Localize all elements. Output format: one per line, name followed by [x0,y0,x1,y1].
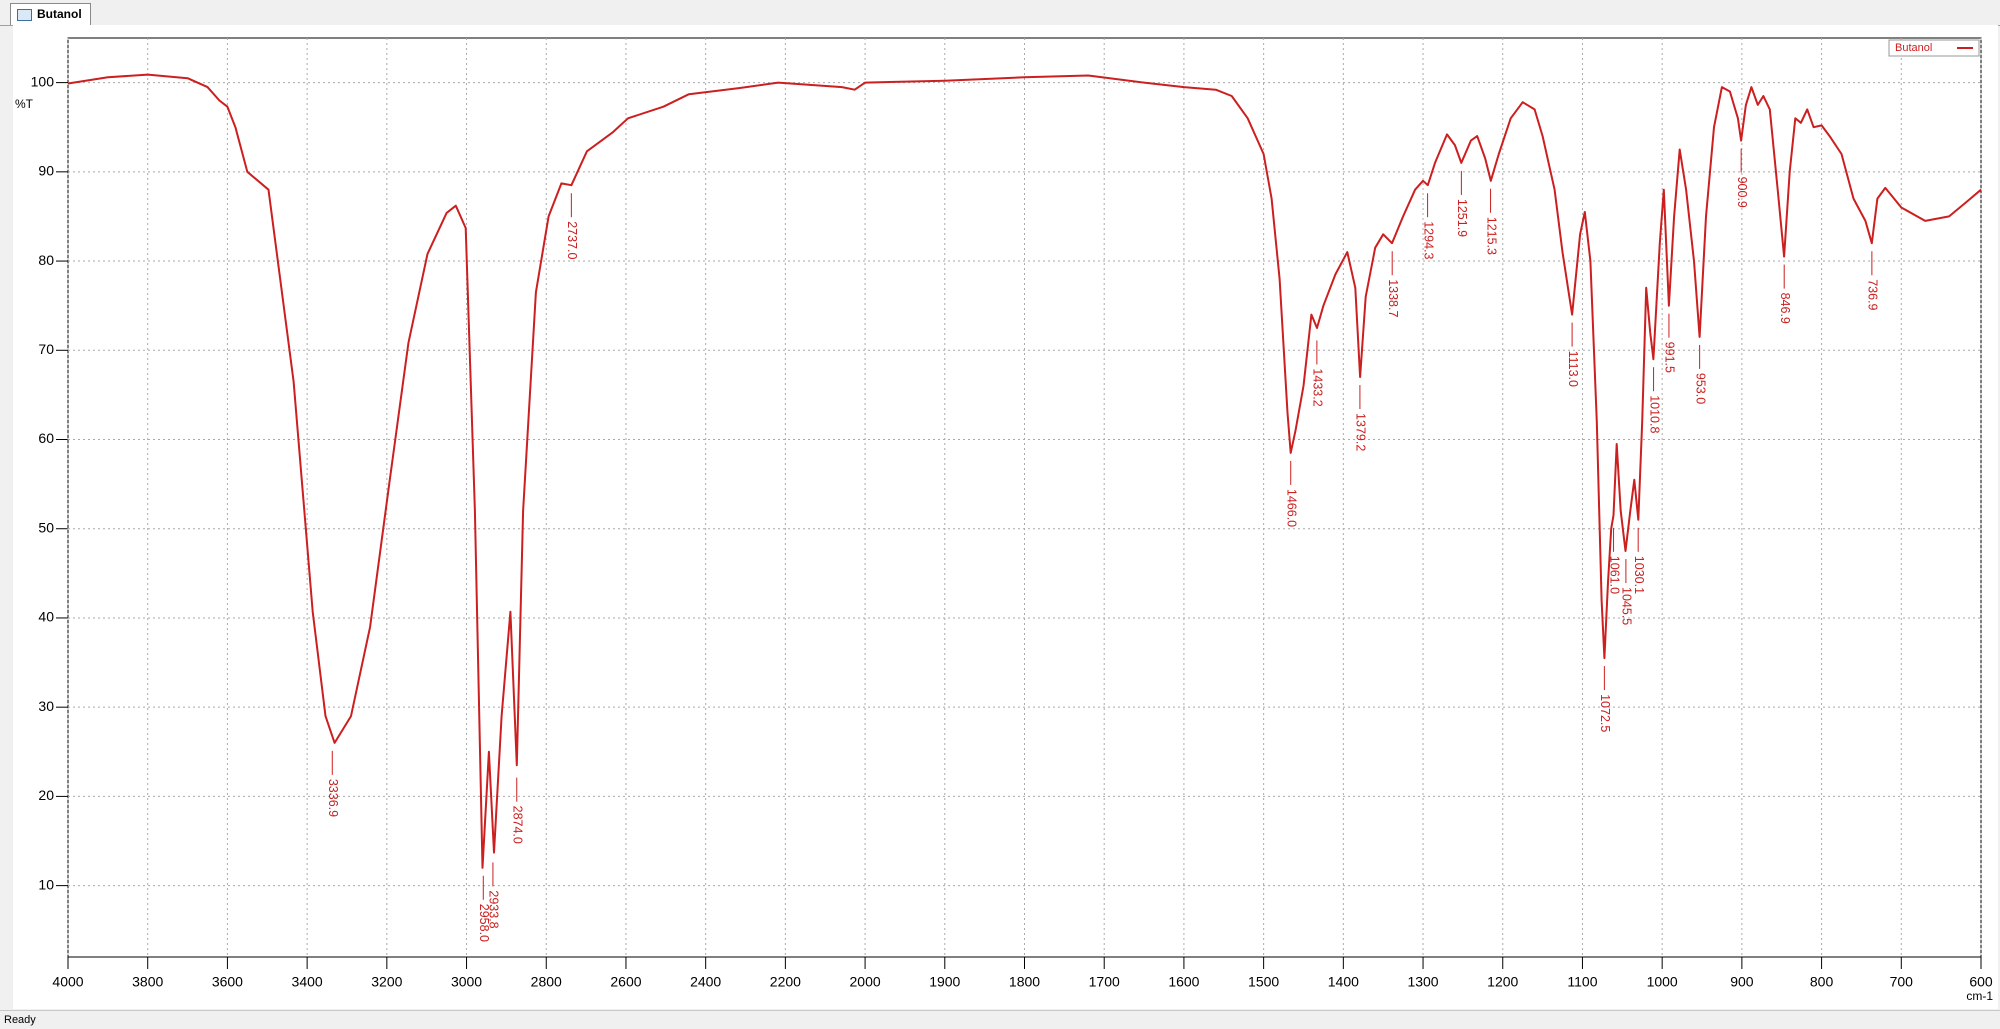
x-tick-label: 2600 [610,974,641,990]
legend-box [1888,39,1980,57]
x-tick-label: 1200 [1487,974,1518,990]
x-axis-label: cm-1 [1966,989,1993,1003]
y-tick-label: 90 [38,163,54,179]
peak-label: 1294.3 [1421,221,1435,259]
y-tick-label: 70 [38,341,54,357]
x-tick-label: 700 [1890,974,1914,990]
legend-label: Butanol [1895,42,1932,54]
peak-label: 1010.8 [1647,395,1661,433]
x-tick-label: 4000 [52,974,83,990]
tab-title: Butanol [37,7,82,21]
peak-label: 1113.0 [1566,351,1580,387]
peak-label: 1061.0 [1607,556,1621,594]
status-text: Ready [4,1014,36,1026]
peak-label: 900.9 [1735,177,1749,208]
y-tick-label: 50 [38,519,54,535]
spectrum-line [67,73,1982,869]
y-axis-label: %T [15,97,34,111]
x-tick-label: 3000 [451,974,482,990]
x-tick-label: 900 [1730,974,1754,990]
peak-label: 2958.0 [477,904,491,942]
x-tick-label: 2800 [531,974,562,990]
y-tick-label: 60 [38,430,54,446]
peak-label: 1215.3 [1484,217,1498,255]
y-tick-label: 100 [31,73,55,89]
peak-label: 1045.5 [1620,587,1634,625]
x-tick-label: 3200 [371,974,402,990]
y-tick-label: 10 [38,876,54,892]
tab-icon [17,9,32,21]
peak-label: 736.9 [1866,279,1880,310]
peak-label: 991.5 [1663,342,1677,373]
status-bar: Ready [0,1010,2000,1028]
x-tick-label: 1300 [1407,974,1438,990]
x-tick-label: 1500 [1248,974,1279,990]
peak-label: 2874.0 [510,806,524,844]
peak-label: 2737.0 [565,221,579,259]
x-tick-label: 1700 [1089,974,1120,990]
y-tick-label: 30 [38,698,54,714]
peak-label: 1379.2 [1354,413,1368,451]
peak-label: 2933.8 [487,890,501,928]
y-tick-label: 40 [38,609,54,625]
x-tick-label: 3800 [132,974,163,990]
peak-label: 1466.0 [1284,489,1298,527]
tab[interactable]: Butanol [10,3,91,25]
x-tick-label: 1800 [1009,974,1040,990]
peak-label: 953.0 [1693,373,1707,404]
peak-label: 1433.2 [1311,368,1325,406]
x-tick-label: 1900 [929,974,960,990]
x-tick-label: 1100 [1567,974,1597,990]
x-tick-label: 1600 [1168,974,1199,990]
peak-label: 1030.1 [1632,556,1646,594]
plot-background [13,25,1998,1009]
x-tick-label: 3400 [292,974,323,990]
peak-label: 1251.9 [1455,199,1469,237]
y-tick-label: 80 [38,252,54,268]
x-tick-label: 1400 [1328,974,1359,990]
chart: 10 20 30 40 50 60 70 80 90 100 4000 3800 3600 3400 320… [13,25,1998,1009]
peak-label: 846.9 [1778,293,1792,324]
x-tick-label: 2200 [770,974,801,990]
peak-label: 3336.9 [326,779,340,817]
x-tick-label: 800 [1810,974,1834,990]
x-tick-label: 3600 [212,974,243,990]
x-tick-label: 600 [1969,974,1993,990]
peak-label: 1338.7 [1386,279,1400,317]
tab-bar: Butanol [0,0,2000,26]
x-tick-label: 2000 [850,974,881,990]
peak-label: 1072.5 [1598,694,1612,732]
x-tick-label: 1000 [1647,974,1678,990]
y-tick-label: 20 [38,787,54,803]
x-tick-label: 2400 [690,974,721,990]
